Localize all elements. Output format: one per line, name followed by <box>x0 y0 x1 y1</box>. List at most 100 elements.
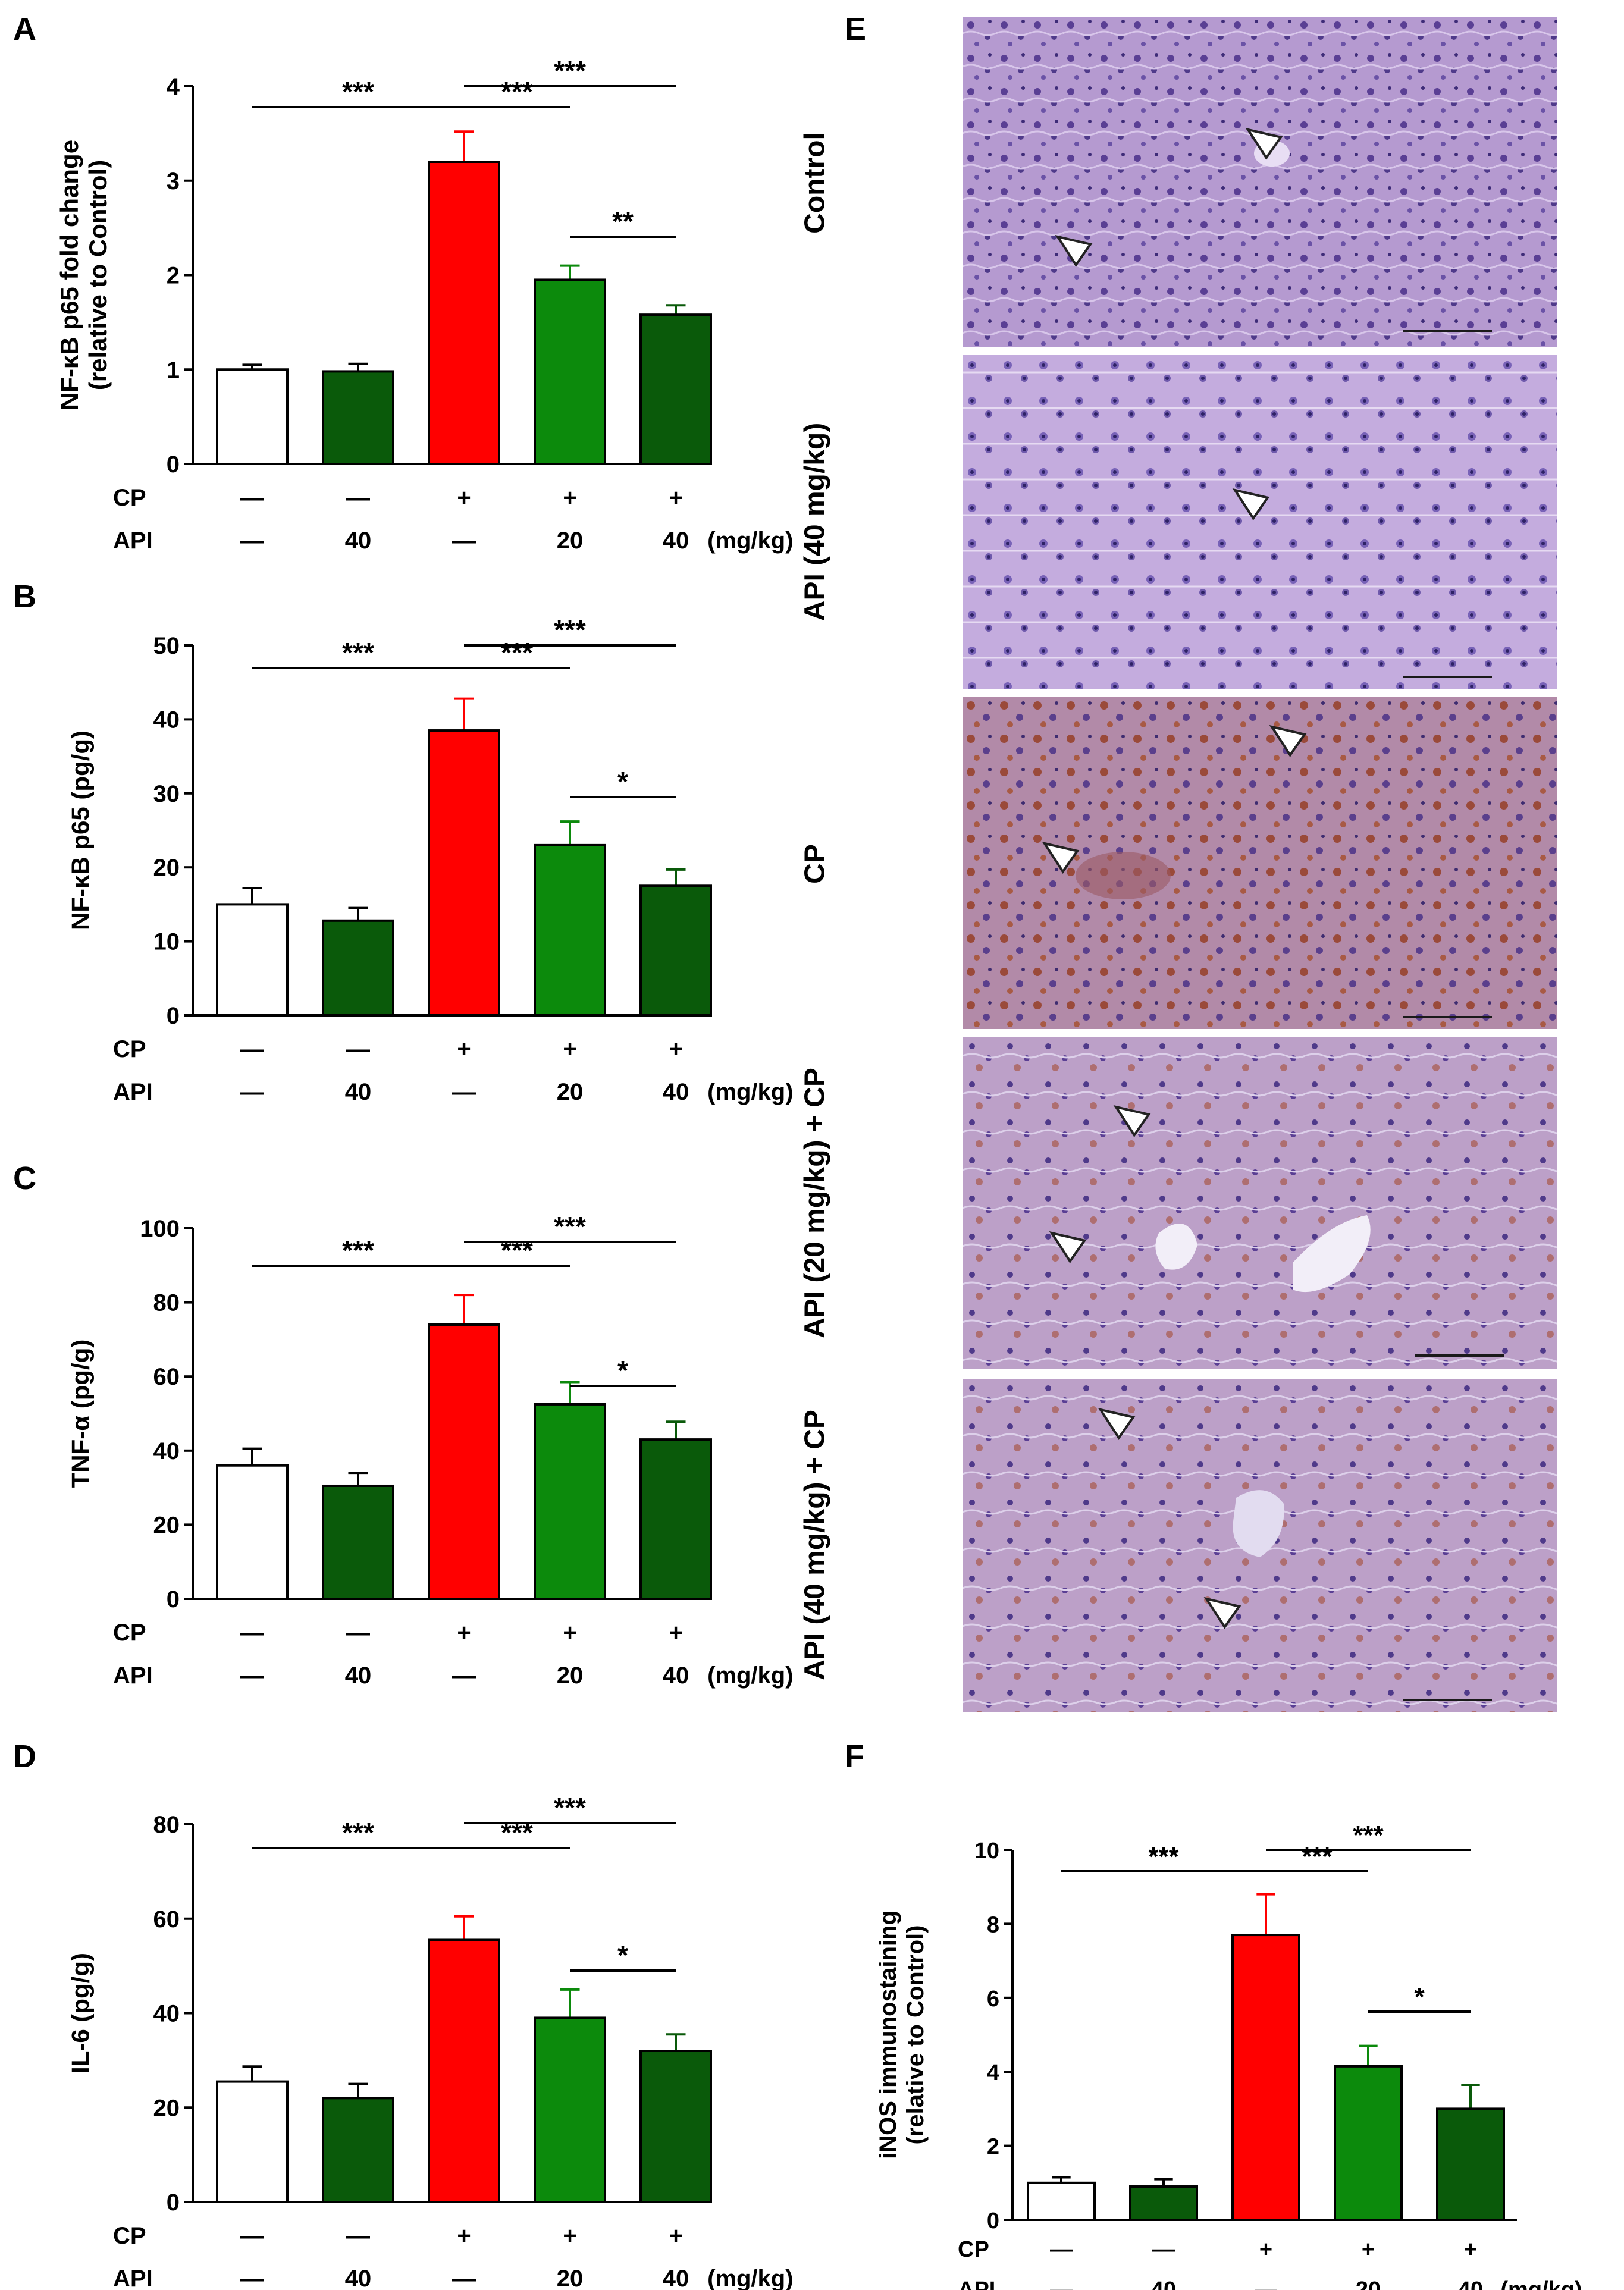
bar <box>1231 1934 1300 2221</box>
api-cell: — <box>240 1079 264 1105</box>
api-cell: 40 <box>1458 2278 1483 2290</box>
bar <box>534 278 606 465</box>
bar <box>322 919 394 1017</box>
bar <box>216 1464 289 1600</box>
significance-stars: * <box>617 1940 628 1971</box>
panel-label-c: C <box>13 1160 36 1196</box>
api-cell: — <box>452 528 476 554</box>
y-axis-title: IL-6 (pg/g) <box>67 1953 95 2073</box>
significance-stars: *** <box>501 1235 533 1266</box>
unit-label: (mg/kg) <box>707 1662 793 1689</box>
api-cell: 20 <box>557 1079 584 1105</box>
y-tick-label: 2 <box>987 2135 999 2160</box>
y-tick-label: 80 <box>153 1290 180 1316</box>
row-label-api: API <box>113 528 153 554</box>
significance-stars: * <box>617 766 628 797</box>
y-tick-label: 1 <box>167 357 180 383</box>
micrograph-label-cp: CP <box>799 844 831 884</box>
cp-cell: — <box>346 1036 370 1062</box>
cp-cell: + <box>669 2223 682 2249</box>
bar <box>428 161 500 465</box>
micrograph-control <box>963 17 1557 347</box>
row-label-api: API <box>113 1662 153 1689</box>
micrograph-api-40 <box>963 355 1557 689</box>
panel-label-f: F <box>845 1739 864 1774</box>
cp-cell: — <box>346 485 370 511</box>
significance-stars: * <box>1414 1982 1425 2012</box>
api-cell: 40 <box>663 2266 689 2290</box>
significance-stars: *** <box>554 1211 586 1242</box>
significance-stars: ** <box>612 206 634 237</box>
significance-stars: *** <box>1353 1821 1384 1850</box>
cp-cell: — <box>346 2223 370 2249</box>
y-tick-label: 4 <box>167 74 180 100</box>
api-cell: — <box>240 2266 264 2290</box>
cp-cell: + <box>669 1036 682 1062</box>
significance-stars: *** <box>342 1235 374 1266</box>
unit-label: (mg/kg) <box>707 528 793 554</box>
api-cell: 20 <box>1356 2278 1381 2290</box>
micrograph-api-40-cp <box>963 1379 1557 1712</box>
api-cell: — <box>452 2266 476 2290</box>
y-tick-label: 2 <box>167 263 180 289</box>
chart-a: 0 1 2 3 4 NF-κB p65 fold change(relative to C… <box>55 55 794 554</box>
micrograph-api-20-cp <box>963 1037 1557 1369</box>
y-axis-title: NF-κB p65 fold change(relative to Contro… <box>55 140 112 410</box>
bar <box>1334 2065 1403 2221</box>
api-cell: — <box>240 528 264 554</box>
significance-stars: *** <box>1302 1842 1333 1871</box>
bar <box>216 2080 289 2203</box>
row-label-cp: CP <box>113 2223 146 2249</box>
panel-label-b: B <box>13 579 36 614</box>
y-tick-label: 100 <box>140 1216 180 1242</box>
y-tick-label: 20 <box>153 1512 180 1538</box>
bar <box>639 884 712 1017</box>
row-label-cp: CP <box>958 2237 989 2262</box>
cp-cell: + <box>1259 2237 1272 2262</box>
bar <box>1436 2107 1505 2222</box>
cp-cell: + <box>457 1620 471 1646</box>
cp-cell: — <box>1050 2237 1073 2262</box>
bar <box>428 1938 500 2203</box>
cp-cell: + <box>457 2223 471 2249</box>
unit-label: (mg/kg) <box>1500 2278 1582 2290</box>
cp-cell: + <box>563 2223 576 2249</box>
bar <box>428 729 500 1017</box>
api-cell: 20 <box>557 2266 584 2290</box>
cp-cell: — <box>240 2223 264 2249</box>
chart-f: 0 2 4 6 8 10 iNOS immunostaining(relative to C… <box>875 1821 1582 2290</box>
y-tick-label: 30 <box>153 781 180 807</box>
y-tick-label: 20 <box>153 855 180 881</box>
cp-cell: — <box>240 1036 264 1062</box>
cp-cell: + <box>669 1620 682 1646</box>
bar <box>428 1323 500 1600</box>
y-tick-label: 4 <box>987 2060 999 2085</box>
bar <box>639 2050 712 2203</box>
y-tick-label: 40 <box>153 707 180 733</box>
bar <box>639 313 712 465</box>
y-tick-label: 60 <box>153 1906 180 1933</box>
y-tick-label: 80 <box>153 1812 180 1838</box>
y-tick-label: 20 <box>153 2095 180 2121</box>
bar <box>216 903 289 1017</box>
y-tick-label: 0 <box>167 1586 180 1613</box>
cp-cell: — <box>240 485 264 511</box>
row-label-cp: CP <box>113 485 146 511</box>
api-cell: — <box>452 1079 476 1105</box>
significance-stars: *** <box>501 637 533 668</box>
significance-stars: *** <box>554 614 586 645</box>
micrograph-cp <box>963 697 1557 1029</box>
cp-cell: + <box>1464 2237 1477 2262</box>
cp-cell: + <box>563 1620 576 1646</box>
api-cell: — <box>1050 2278 1073 2290</box>
api-cell: 20 <box>557 528 584 554</box>
api-cell: 20 <box>557 1662 584 1689</box>
significance-stars: *** <box>554 55 586 86</box>
cp-cell: + <box>457 485 471 511</box>
unit-label: (mg/kg) <box>707 2266 793 2290</box>
y-tick-label: 0 <box>167 451 180 478</box>
cp-cell: + <box>669 485 682 511</box>
api-cell: 40 <box>663 1079 689 1105</box>
